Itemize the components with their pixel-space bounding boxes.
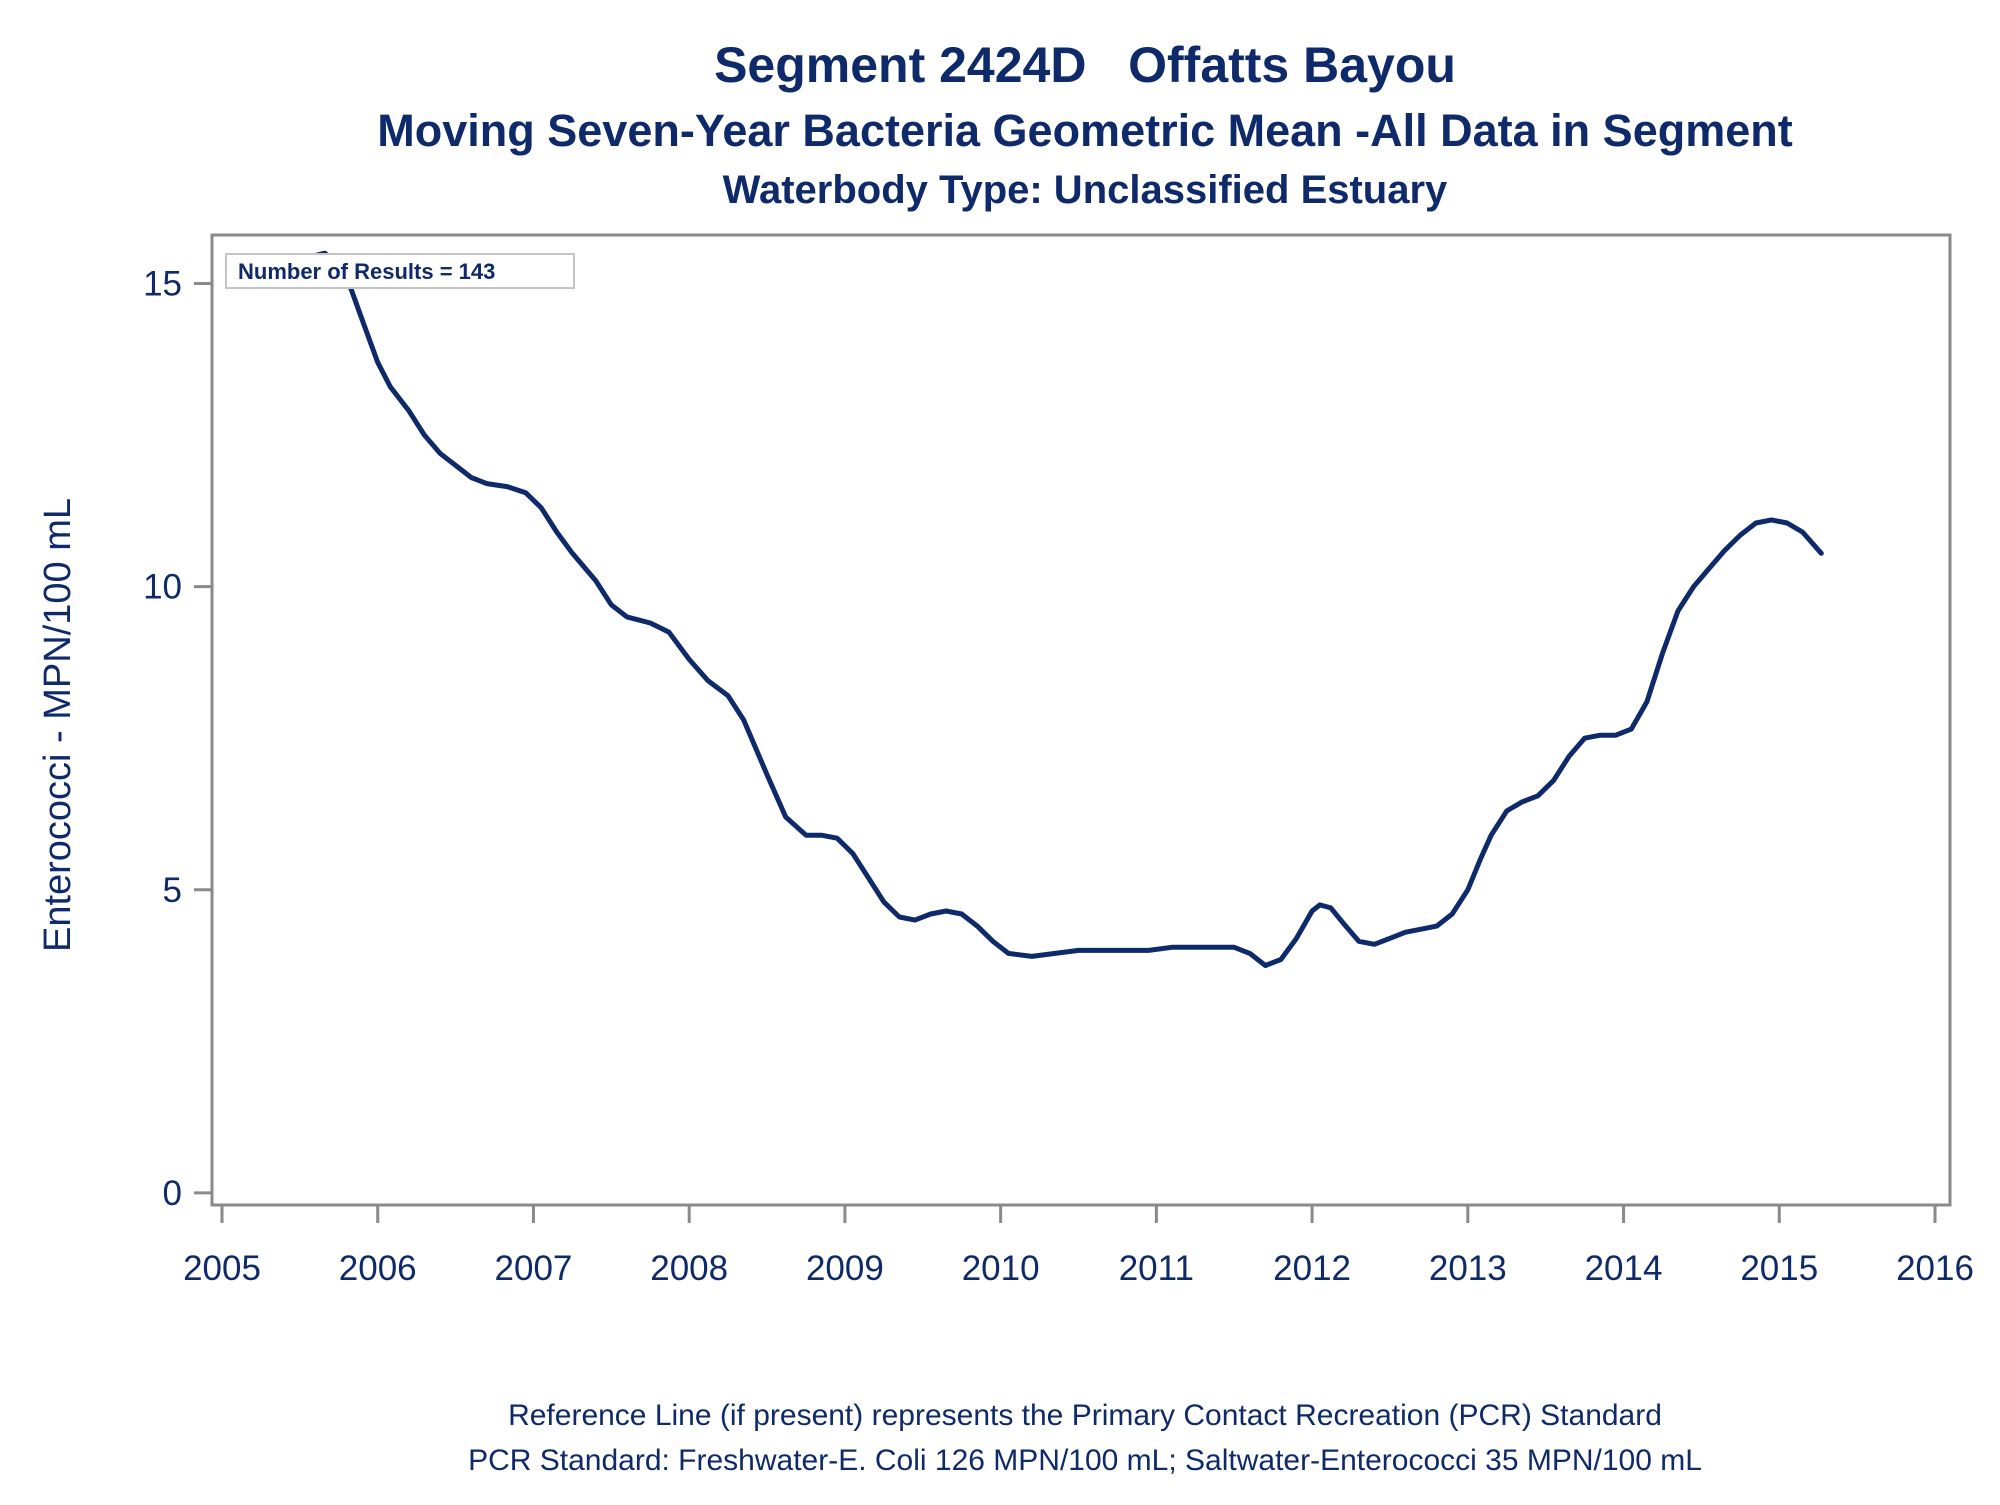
results-count-annotation: Number of Results = 143 <box>238 259 495 284</box>
y-tick-label: 5 <box>163 871 182 910</box>
results-count-box <box>225 253 575 289</box>
chart-title: Segment 2424D Offatts Bayou <box>714 37 1456 93</box>
x-tick-label: 2016 <box>1896 1249 1974 1288</box>
y-axis: 0 5 10 15 <box>143 265 212 1213</box>
chart-subtitle: Moving Seven-Year Bacteria Geometric Mea… <box>377 105 1792 156</box>
x-tick-label: 2015 <box>1740 1249 1818 1288</box>
x-tick-label: 2005 <box>183 1249 261 1288</box>
x-tick-label: 2008 <box>650 1249 728 1288</box>
footnote-pcr-standard: PCR Standard: Freshwater-E. Coli 126 MPN… <box>468 1444 1702 1477</box>
x-tick-label: 2007 <box>495 1249 573 1288</box>
y-tick-label: 0 <box>163 1174 182 1213</box>
chart-subtitle-waterbody-type: Waterbody Type: Unclassified Estuary <box>723 168 1448 212</box>
x-tick-label: 2012 <box>1273 1249 1351 1288</box>
y-tick-label: 15 <box>143 265 182 304</box>
y-tick-label: 10 <box>143 568 182 607</box>
footnote-reference-line: Reference Line (if present) represents t… <box>508 1399 1662 1432</box>
geometric-mean-series-line <box>309 250 1824 968</box>
x-tick-label: 2006 <box>339 1249 417 1288</box>
x-tick-label: 2010 <box>962 1249 1040 1288</box>
plot-area-frame <box>210 233 1952 1207</box>
x-tick-label: 2014 <box>1585 1249 1663 1288</box>
series-layer <box>309 250 1824 968</box>
x-tick-label: 2013 <box>1429 1249 1507 1288</box>
x-axis: 2005 2006 2007 2008 2009 2010 2011 2012 2013 2014… <box>183 1205 1974 1288</box>
y-axis-label: Enterococci - MPN/100 mL <box>37 498 79 952</box>
x-tick-label: 2009 <box>806 1249 884 1288</box>
x-tick-label: 2011 <box>1119 1249 1194 1288</box>
